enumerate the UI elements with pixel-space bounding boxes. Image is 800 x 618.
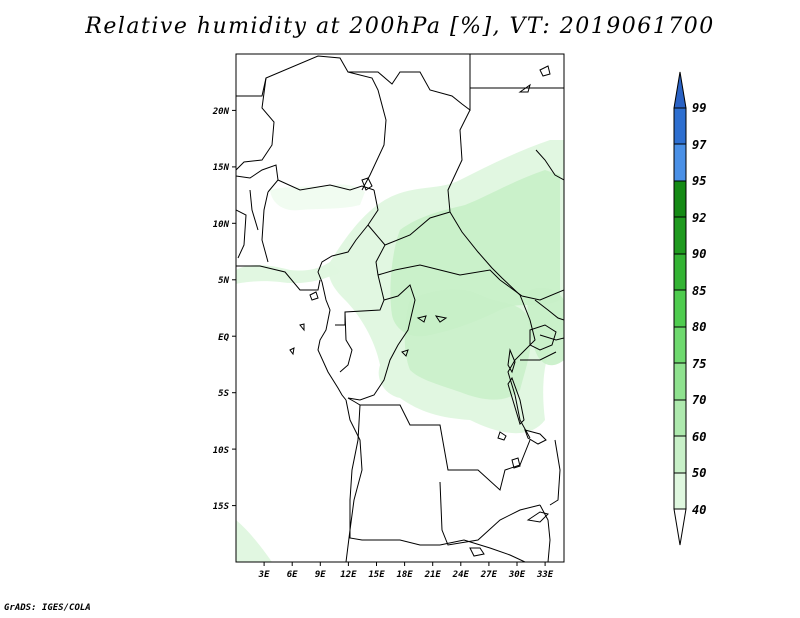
colorbar-bottom-arrow <box>673 508 687 546</box>
longitude-axis: 3E 6E 9E 12E 15E 18E 21E 24E 27E 30E 33E <box>258 562 554 580</box>
lon-label-3e: 3E <box>258 570 270 580</box>
colorbar-segment-40-50 <box>673 472 687 510</box>
humidity-region-southwest <box>236 520 272 562</box>
colorbar-segment-95-97 <box>673 143 687 182</box>
colorbar: 99 97 95 92 90 85 80 75 70 60 50 40 <box>673 71 707 546</box>
lon-label-18e: 18E <box>396 570 413 580</box>
lon-label-12e: 12E <box>340 570 357 580</box>
lat-label-10s: 10S <box>213 446 230 456</box>
lat-label-15n: 15N <box>213 163 230 173</box>
lat-label-10n: 10N <box>213 220 230 230</box>
lon-label-21e: 21E <box>424 570 442 580</box>
lon-label-24e: 24E <box>452 570 470 580</box>
colorbar-segment-80-85 <box>673 289 687 328</box>
latitude-axis: 20N 15N 10N 5N EQ 5S 10S 15S <box>212 107 236 512</box>
lat-label-eq: EQ <box>218 333 229 343</box>
lon-label-6e: 6E <box>287 570 298 580</box>
colorbar-label-85: 85 <box>692 284 706 298</box>
map-title: Relative humidity at 200hPa [%], VT: 201… <box>85 14 715 39</box>
colorbar-label-50: 50 <box>692 466 706 480</box>
colorbar-label-70: 70 <box>692 393 706 407</box>
humidity-region-east <box>527 288 564 366</box>
lon-label-30e: 30E <box>508 570 526 580</box>
humidity-region-sahel <box>270 184 365 211</box>
country-borders <box>236 54 564 562</box>
map-frame <box>235 53 565 563</box>
colorbar-label-90: 90 <box>692 247 706 261</box>
lon-label-9e: 9E <box>315 570 326 580</box>
grads-credit: GrADS: IGES/COLA <box>4 603 91 613</box>
colorbar-segment-75-80 <box>673 326 687 364</box>
lat-label-20n: 20N <box>212 107 230 117</box>
colorbar-segment-90-92 <box>673 216 687 255</box>
colorbar-label-80: 80 <box>692 320 706 334</box>
colorbar-segment-60-70 <box>673 399 687 437</box>
humidity-shading <box>236 140 564 562</box>
lon-label-33e: 33E <box>536 570 554 580</box>
colorbar-label-75: 75 <box>692 357 706 371</box>
colorbar-segment-70-75 <box>673 362 687 401</box>
lon-label-27e: 27E <box>480 570 498 580</box>
lat-label-15s: 15S <box>213 502 230 512</box>
colorbar-segment-85-90 <box>673 253 687 291</box>
colorbar-segment-97-99 <box>673 107 687 145</box>
lon-label-15e: 15E <box>368 570 385 580</box>
colorbar-label-95: 95 <box>692 174 706 188</box>
colorbar-top-arrow <box>673 71 687 109</box>
lat-label-5n: 5N <box>218 276 229 286</box>
colorbar-label-92: 92 <box>692 211 706 225</box>
colorbar-label-60: 60 <box>692 430 706 444</box>
humidity-region-guinea-coast <box>236 262 340 284</box>
colorbar-segment-92-95 <box>673 180 687 218</box>
colorbar-label-40: 40 <box>692 503 706 517</box>
colorbar-segment-50-60 <box>673 435 687 474</box>
lat-label-5s: 5S <box>218 389 229 399</box>
colorbar-label-97: 97 <box>692 138 707 152</box>
colorbar-label-99: 99 <box>692 101 706 115</box>
